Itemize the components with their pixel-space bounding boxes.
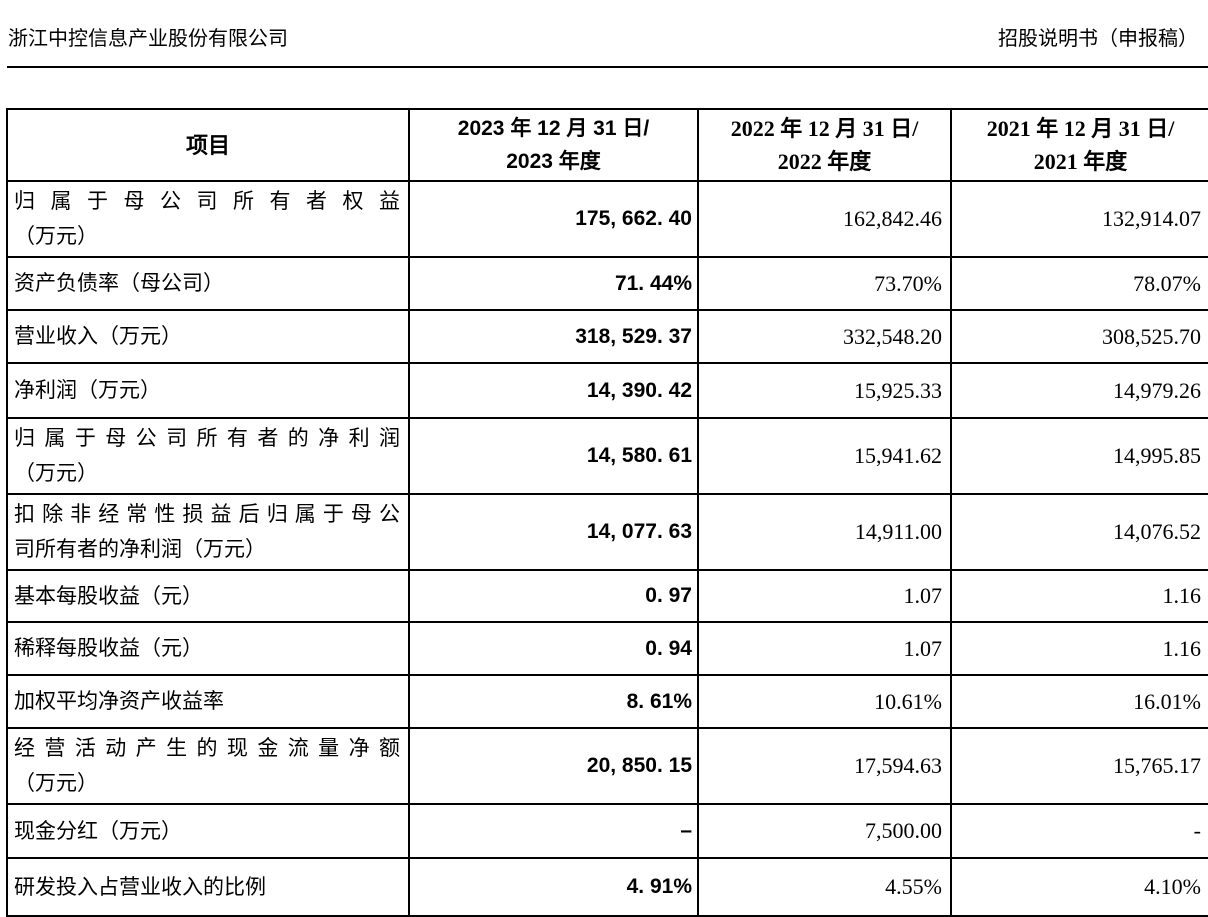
table-row: 扣除非经常性损益后归属于母公 司所有者的净利润（万元） 14, 077. 63 14,… [6,493,1208,571]
column-header-line: 2021 年度 [1033,149,1128,174]
item-cell: 营业收入（万元） [6,309,410,364]
table-row: 研发投入占营业收入的比例 4. 91% 4.55% 4.10% [6,857,1208,917]
value-2022-cell: 73.70% [697,256,952,311]
item-label-line: 归属于母公司所有者权益 [14,189,400,213]
item-cell: 稀释每股收益（元） [6,621,410,676]
table-header-row: 项目 2023 年 12 月 31 日/2023 年度 2022 年 12 月 31… [6,108,1208,182]
value-2021-cell: 14,979.26 [950,362,1208,419]
column-header-line: 2022 年度 [777,149,872,174]
table-row: 营业收入（万元） 318, 529. 37 332,548.20 308,525.70 [6,309,1208,364]
item-label-line: 基本每股收益（元） [14,583,203,608]
item-label-line: 扣除非经常性损益后归属于母公 [14,502,400,526]
value-2023-cell: 318, 529. 37 [408,309,699,364]
value-2021-cell: 4.10% [950,857,1208,917]
item-label-line: 司所有者的净利润（万元） [14,537,266,561]
value-2023-cell: 4. 91% [408,857,699,917]
item-label-line: （万元） [14,461,98,485]
item-cell: 现金分红（万元） [6,803,410,859]
column-header-line: 项目 [185,132,230,158]
table-row: 归属于母公司所有者的净利润 （万元） 14, 580. 61 15,941.62 14,… [6,417,1208,495]
value-2022-cell: 1.07 [697,621,952,676]
item-label-line: 现金分红（万元） [14,818,182,843]
value-2023-cell: 71. 44% [408,256,699,311]
table-row: 基本每股收益（元） 0. 97 1.07 1.16 [6,569,1208,623]
table-row: 归属于母公司所有者权益 （万元） 175, 662. 40 162,842.46 132… [6,180,1208,258]
column-header-3: 2021 年 12 月 31 日/2021 年度 [950,108,1208,182]
value-2021-cell: 14,076.52 [950,493,1208,571]
item-cell: 净利润（万元） [6,362,410,419]
value-2022-cell: 15,925.33 [697,362,952,419]
item-label-line: 研发投入占营业收入的比例 [14,874,266,899]
item-cell: 基本每股收益（元） [6,569,410,623]
value-2023-cell: 8. 61% [408,674,699,729]
item-cell: 归属于母公司所有者权益 （万元） [6,180,410,258]
column-header-line: 2023 年度 [506,150,601,173]
value-2023-cell: 14, 580. 61 [408,417,699,495]
value-2021-cell: 132,914.07 [950,180,1208,258]
value-2022-cell: 17,594.63 [697,727,952,805]
value-2022-cell: 14,911.00 [697,493,952,571]
column-header-0: 项目 [6,108,410,182]
table-row: 资产负债率（母公司） 71. 44% 73.70% 78.07% [6,256,1208,311]
item-cell: 资产负债率（母公司） [6,256,410,311]
value-2022-cell: 162,842.46 [697,180,952,258]
value-2021-cell: 1.16 [950,569,1208,623]
item-cell: 经营活动产生的现金流量净额 （万元） [6,727,410,805]
item-label-line: 稀释每股收益（元） [14,636,203,660]
value-2022-cell: 332,548.20 [697,309,952,364]
table-row: 现金分红（万元） –7,500.00- [6,803,1208,859]
value-2022-cell: 7,500.00 [697,803,952,859]
value-2021-cell: - [950,803,1208,859]
table-row: 加权平均净资产收益率 8. 61% 10.61% 16.01% [6,674,1208,729]
value-2023-cell: – [408,803,699,859]
value-2022-cell: 15,941.62 [697,417,952,495]
company-name: 浙江中控信息产业股份有限公司 [8,28,288,50]
column-header-line: 2022 年 12 月 31 日/ [730,116,919,141]
column-header-line: 2021 年 12 月 31 日/ [986,116,1175,141]
item-label-line: 资产负债率（母公司） [14,271,224,295]
item-label-line: 归属于母公司所有者的净利润 [14,426,400,450]
page-header: 浙江中控信息产业股份有限公司 招股说明书（申报稿） [0,0,1208,52]
value-2023-cell: 0. 94 [408,621,699,676]
item-label-line: 净利润（万元） [14,378,161,402]
value-2023-cell: 20, 850. 15 [408,727,699,805]
table-row: 净利润（万元） 14, 390. 42 15,925.33 14,979.26 [6,362,1208,419]
item-cell: 归属于母公司所有者的净利润 （万元） [6,417,410,495]
table-row: 稀释每股收益（元） 0. 94 1.07 1.16 [6,621,1208,676]
value-2023-cell: 0. 97 [408,569,699,623]
financial-summary-table: 项目 2023 年 12 月 31 日/2023 年度 2022 年 12 月 31… [6,108,1208,917]
column-header-1: 2023 年 12 月 31 日/2023 年度 [408,108,699,182]
value-2023-cell: 175, 662. 40 [408,180,699,258]
item-label-line: （万元） [14,224,98,248]
value-2021-cell: 16.01% [950,674,1208,729]
header-rule [7,66,1208,68]
item-cell: 研发投入占营业收入的比例 [6,857,410,917]
item-label-line: 经营活动产生的现金流量净额 [14,736,400,760]
item-cell: 扣除非经常性损益后归属于母公 司所有者的净利润（万元） [6,493,410,571]
value-2021-cell: 1.16 [950,621,1208,676]
value-2023-cell: 14, 077. 63 [408,493,699,571]
column-header-2: 2022 年 12 月 31 日/2022 年度 [697,108,952,182]
value-2021-cell: 14,995.85 [950,417,1208,495]
value-2022-cell: 10.61% [697,674,952,729]
column-header-line: 2023 年 12 月 31 日/ [457,117,650,140]
value-2023-cell: 14, 390. 42 [408,362,699,419]
item-cell: 加权平均净资产收益率 [6,674,410,729]
value-2021-cell: 78.07% [950,256,1208,311]
value-2022-cell: 4.55% [697,857,952,917]
value-2021-cell: 308,525.70 [950,309,1208,364]
item-label-line: 营业收入（万元） [14,324,182,348]
item-label-line: （万元） [14,771,98,795]
value-2022-cell: 1.07 [697,569,952,623]
value-2021-cell: 15,765.17 [950,727,1208,805]
item-label-line: 加权平均净资产收益率 [14,689,224,713]
table-row: 经营活动产生的现金流量净额 （万元） 20, 850. 15 17,594.63 15,… [6,727,1208,805]
document-title: 招股说明书（申报稿） [998,28,1198,50]
